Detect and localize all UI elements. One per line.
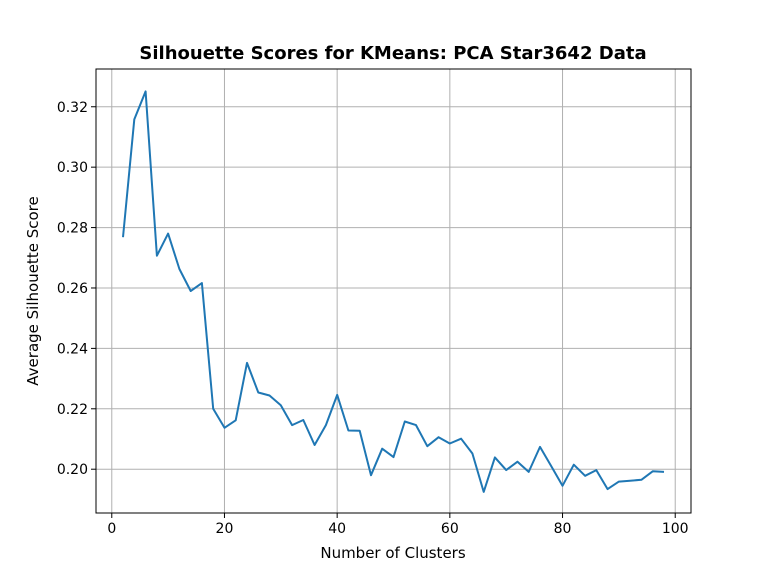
x-tick-label: 0 [107,521,116,537]
y-tick-label: 0.32 [57,100,88,116]
x-tick-label: 40 [328,521,346,537]
series-line [122,90,665,493]
y-tick-label: 0.30 [57,160,88,176]
x-tick-label: 80 [554,521,572,537]
y-tick-label: 0.28 [57,221,88,237]
series-layer [122,90,665,493]
y-tick-label: 0.20 [57,462,88,478]
tick-marks: 0 20 40 60 80 100 0.20 0.22 0.24 0.26 0.28 0.30 0.32 [57,100,689,537]
x-tick-label: 60 [441,521,459,537]
y-axis-label: Average Silhouette Score [24,196,42,385]
grid-lines [96,69,691,513]
x-tick-label: 100 [662,521,689,537]
x-axis-label: Number of Clusters [320,544,465,562]
chart-title: Silhouette Scores for KMeans: PCA Star36… [139,43,646,64]
y-tick-label: 0.22 [57,402,88,418]
x-tick-label: 20 [216,521,234,537]
y-tick-label: 0.24 [57,341,88,357]
plot-frame [95,68,692,514]
y-tick-label: 0.26 [57,281,88,297]
